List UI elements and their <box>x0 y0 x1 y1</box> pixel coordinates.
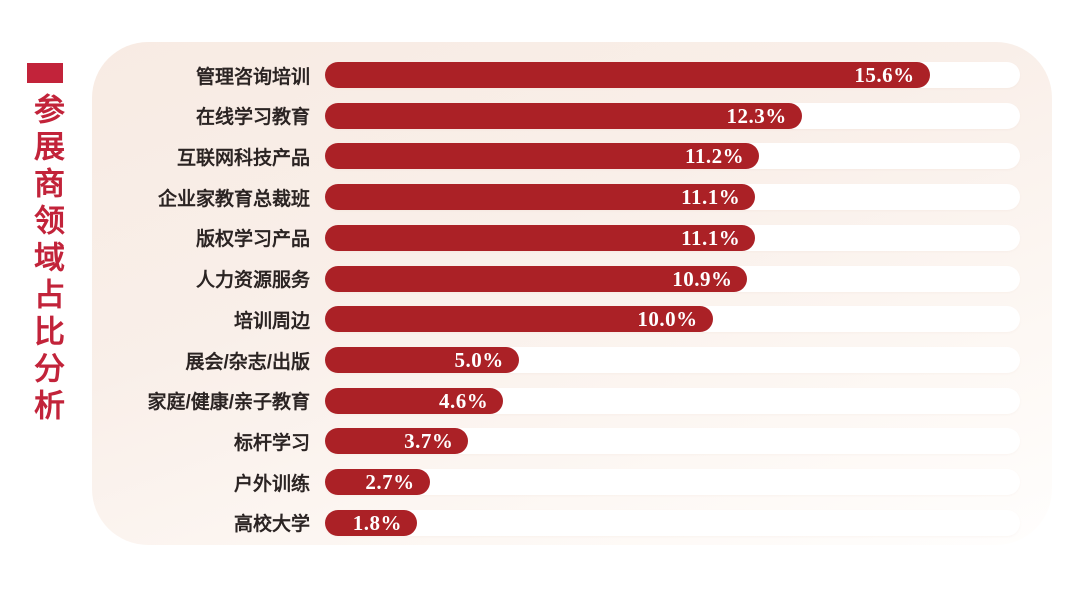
bar-row: 人力资源服务 10.9% <box>100 265 1020 292</box>
bar-row: 展会/杂志/出版 5.0% <box>100 347 1020 374</box>
value-label: 11.2% <box>685 144 745 169</box>
category-label: 企业家教育总裁班 <box>157 188 310 210</box>
category-label: 在线学习教育 <box>195 107 310 129</box>
bar-row: 企业家教育总裁班 11.1% <box>100 184 1020 211</box>
bar: 11.2% <box>325 143 760 170</box>
bar-row: 高校大学 1.8% <box>100 509 1020 536</box>
bar: 2.7% <box>325 469 430 496</box>
bar-row: 标杆学习 3.7% <box>100 428 1020 455</box>
value-label: 2.7% <box>365 470 415 495</box>
bar-row: 版权学习产品 11.1% <box>100 224 1020 251</box>
bar-row: 管理咨询培训 15.6% <box>100 62 1020 88</box>
category-label: 版权学习产品 <box>195 229 310 251</box>
category-label: 展会/杂志/出版 <box>185 351 310 373</box>
chart-panel: 管理咨询培训 15.6% 在线学习教育 12.3% 互联网科技产品 11.2% … <box>92 42 1052 545</box>
value-label: 11.1% <box>681 185 741 210</box>
value-label: 11.1% <box>681 225 741 250</box>
bar-rows-container: 管理咨询培训 15.6% 在线学习教育 12.3% 互联网科技产品 11.2% … <box>100 62 1020 536</box>
bar-track: 11.2% <box>325 143 1020 170</box>
value-label: 3.7% <box>404 429 454 454</box>
bar-track: 11.1% <box>325 224 1020 251</box>
bar: 11.1% <box>325 184 756 211</box>
category-label: 培训周边 <box>233 310 310 332</box>
title-accent-marker <box>27 63 63 83</box>
bar: 10.0% <box>325 306 713 333</box>
value-label: 10.9% <box>672 266 733 291</box>
category-label: 标杆学习 <box>233 432 310 454</box>
category-label: 管理咨询培训 <box>195 66 310 88</box>
bar: 12.3% <box>325 102 802 129</box>
bar-track: 2.7% <box>325 469 1020 496</box>
category-label: 人力资源服务 <box>195 270 310 292</box>
bar-track: 1.8% <box>325 509 1020 536</box>
bar-row: 在线学习教育 12.3% <box>100 102 1020 129</box>
value-label: 15.6% <box>854 63 915 87</box>
bar: 5.0% <box>325 347 519 374</box>
bar-track: 5.0% <box>325 347 1020 374</box>
value-label: 4.6% <box>439 388 489 413</box>
bar-track: 4.6% <box>325 387 1020 414</box>
bar: 3.7% <box>325 428 469 455</box>
category-label: 家庭/健康/亲子教育 <box>147 392 310 414</box>
category-label: 户外训练 <box>233 473 310 495</box>
bar: 15.6% <box>325 62 930 88</box>
category-label: 互联网科技产品 <box>176 147 310 169</box>
bar: 11.1% <box>325 224 756 251</box>
bar-row: 户外训练 2.7% <box>100 469 1020 496</box>
bar-track: 3.7% <box>325 428 1020 455</box>
bar-row: 培训周边 10.0% <box>100 306 1020 333</box>
bar: 4.6% <box>325 387 504 414</box>
bar-row: 家庭/健康/亲子教育 4.6% <box>100 387 1020 414</box>
category-label: 高校大学 <box>233 514 310 536</box>
bar: 1.8% <box>325 509 417 536</box>
bar-track: 12.3% <box>325 102 1020 129</box>
value-label: 10.0% <box>637 307 698 332</box>
chart-title: 参展商领域占比分析 <box>29 93 64 426</box>
value-label: 1.8% <box>352 510 402 535</box>
bar-track: 15.6% <box>325 62 1020 88</box>
bar-track: 10.9% <box>325 265 1020 292</box>
bar-row: 互联网科技产品 11.2% <box>100 143 1020 170</box>
value-label: 5.0% <box>454 348 504 373</box>
bar-track: 11.1% <box>325 184 1020 211</box>
bar: 10.9% <box>325 265 748 292</box>
bar-track: 10.0% <box>325 306 1020 333</box>
value-label: 12.3% <box>726 103 787 128</box>
